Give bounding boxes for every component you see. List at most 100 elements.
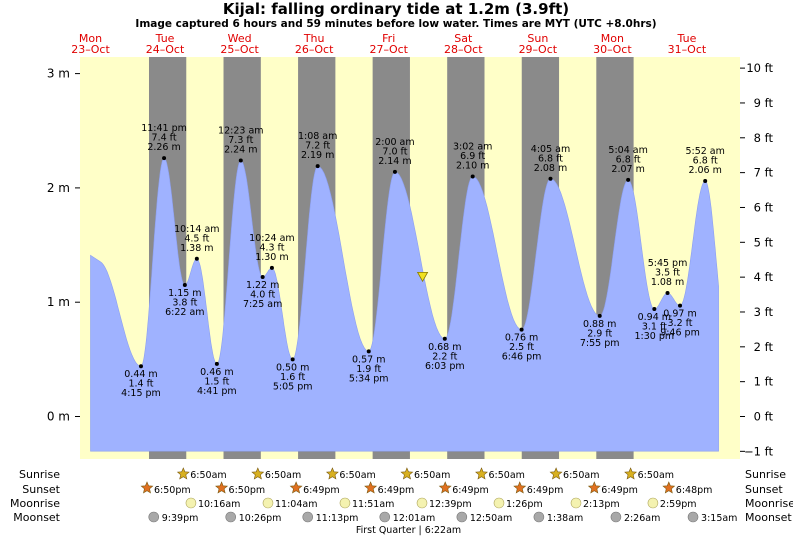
- extreme-height-ft-6: 7.3 ft: [228, 135, 253, 146]
- extreme-height-ft-5: 1.5 ft: [204, 376, 229, 387]
- right-tick-label-0: −1 ft: [744, 444, 773, 458]
- extreme-point-14: [470, 174, 475, 179]
- sunrise-icon-5: [475, 467, 488, 480]
- extreme-time-21: 9:46 pm: [660, 328, 700, 339]
- extreme-time-4: 10:14 am: [174, 224, 219, 235]
- extreme-height-ft-19: 3.1 ft: [642, 322, 667, 333]
- extreme-height-m-15: 0.76 m: [505, 333, 538, 344]
- extreme-point-5: [214, 361, 219, 366]
- sunset-icon-8: [662, 481, 676, 494]
- current-level-marker: [416, 271, 429, 283]
- extreme-label-6: 12:23 am7.3 ft2.24 m: [218, 125, 263, 155]
- left-tick-label-0: 0 m: [47, 410, 70, 424]
- extreme-height-m-10: 2.19 m: [301, 150, 334, 161]
- extreme-height-ft-16: 6.8 ft: [538, 153, 563, 164]
- extreme-height-m-9: 0.50 m: [276, 362, 309, 373]
- left-tick-label-2: 2 m: [47, 181, 70, 195]
- extreme-point-7: [260, 275, 265, 280]
- moonset-time-3: 11:13pm: [316, 513, 359, 524]
- row-label-moonrise: Moonrise: [10, 497, 60, 510]
- astro-events: 6:50am 6:50am 6:50am 6:50am 6:50am 6:50am 6:50…: [140, 467, 737, 524]
- extreme-point-8: [269, 265, 274, 270]
- extreme-point-1: [138, 364, 143, 369]
- extreme-time-10: 1:08 am: [298, 131, 337, 142]
- extreme-label-17: 0.88 m2.9 ft7:55 pm: [580, 319, 620, 349]
- moonrise-icon-4: [416, 497, 428, 509]
- sunset-time-7: 6:49pm: [601, 485, 638, 496]
- extreme-time-12: 2:00 am: [375, 137, 414, 148]
- extreme-height-ft-2: 7.4 ft: [152, 133, 177, 144]
- extreme-height-m-12: 2.14 m: [378, 156, 411, 167]
- row-label-sunrise-right: Sunrise: [745, 468, 786, 481]
- extreme-label-1: 0.44 m1.4 ft4:15 pm: [121, 369, 161, 399]
- extreme-label-19: 0.94 m3.1 ft1:30 pm: [635, 312, 675, 342]
- extreme-time-6: 12:23 am: [218, 125, 263, 136]
- extreme-point-15: [519, 327, 524, 332]
- extreme-labels: 0.44 m1.4 ft4:15 pm 11:41 pm7.4 ft2.26 m 1…: [121, 123, 725, 399]
- extreme-time-19: 1:30 pm: [635, 331, 675, 342]
- sunset-icon-5: [438, 481, 452, 494]
- extreme-height-m-20: 1.08 m: [651, 277, 684, 288]
- extreme-time-17: 7:55 pm: [580, 338, 620, 349]
- extreme-point-18: [626, 177, 631, 182]
- extreme-label-13: 0.68 m2.2 ft6:03 pm: [425, 342, 465, 372]
- chart-subtitle: Image captured 6 hours and 59 minutes be…: [135, 18, 656, 30]
- extreme-time-16: 4:05 am: [531, 144, 570, 155]
- sunrise-icon-3: [325, 467, 339, 480]
- extreme-height-ft-10: 7.2 ft: [305, 141, 330, 152]
- extreme-label-14: 3:02 am6.9 ft2.10 m: [453, 141, 492, 171]
- extreme-height-m-6: 2.24 m: [224, 144, 257, 155]
- sunset-time-4: 6:49pm: [378, 485, 415, 496]
- extreme-label-11: 0.57 m1.9 ft5:34 pm: [349, 354, 389, 384]
- moonset-icon-5: [456, 511, 468, 523]
- extreme-height-ft-11: 1.9 ft: [356, 364, 381, 375]
- extreme-time-13: 6:03 pm: [425, 361, 465, 372]
- sunset-icon-7: [587, 481, 601, 494]
- extreme-label-20: 5:45 pm3.5 ft1.08 m: [648, 258, 688, 288]
- right-tick-label-9: 8 ft: [754, 131, 774, 145]
- extreme-point-17: [597, 313, 602, 318]
- moonset-time-4: 12:01am: [393, 513, 435, 524]
- day-name-9: Tue: [677, 32, 697, 45]
- day-name-3: Wed: [228, 32, 252, 45]
- moonrise-icon-6: [570, 497, 582, 509]
- moonset-icon-2: [225, 511, 237, 523]
- extreme-point-22: [703, 179, 708, 184]
- extreme-time-20: 5:45 pm: [648, 258, 688, 269]
- right-tick-label-10: 9 ft: [754, 96, 774, 110]
- day-name-7: Sun: [527, 32, 548, 45]
- extreme-height-ft-12: 7.0 ft: [382, 146, 407, 157]
- right-tick-label-7: 6 ft: [754, 200, 774, 214]
- left-axis-meters: 0 m 1 m 2 m 3 m: [47, 67, 80, 424]
- extreme-height-m-22: 2.06 m: [688, 165, 721, 176]
- moonrise-time-3: 11:51am: [352, 499, 394, 510]
- extreme-point-13: [442, 336, 447, 341]
- extreme-height-ft-20: 3.5 ft: [655, 268, 680, 279]
- extreme-height-m-7: 1.22 m: [246, 280, 279, 291]
- extreme-label-10: 1:08 am7.2 ft2.19 m: [298, 131, 337, 161]
- sunset-time-1: 6:50pm: [154, 485, 191, 496]
- day-date-4: 26–Oct: [295, 43, 334, 56]
- day-date-8: 30–Oct: [593, 43, 632, 56]
- moonset-time-5: 12:50am: [470, 513, 512, 524]
- row-label-moonrise-right: Moonrise: [745, 497, 793, 510]
- right-tick-label-1: 0 ft: [754, 410, 774, 424]
- extreme-time-18: 5:04 am: [608, 145, 647, 156]
- day-name-2: Tue: [155, 32, 175, 45]
- day-name-1: Mon: [79, 32, 102, 45]
- day-name-4: Thu: [303, 32, 325, 45]
- sunset-time-5: 6:49pm: [452, 485, 489, 496]
- sunrise-time-6: 6:50am: [563, 470, 599, 481]
- sunset-time-2: 6:50pm: [229, 485, 266, 496]
- extreme-label-2: 11:41 pm7.4 ft2.26 m: [141, 123, 187, 153]
- sunrise-time-1: 6:50am: [190, 470, 226, 481]
- extreme-height-m-13: 0.68 m: [428, 342, 461, 353]
- extreme-point-20: [665, 291, 670, 296]
- extreme-height-m-5: 0.46 m: [200, 367, 233, 378]
- extreme-height-ft-3: 3.8 ft: [172, 298, 197, 309]
- row-label-sunrise: Sunrise: [19, 468, 60, 481]
- extreme-point-4: [194, 256, 199, 261]
- moonset-time-6: 1:38am: [547, 513, 583, 524]
- day-name-5: Fri: [382, 32, 395, 45]
- sunset-time-6: 6:49pm: [527, 485, 564, 496]
